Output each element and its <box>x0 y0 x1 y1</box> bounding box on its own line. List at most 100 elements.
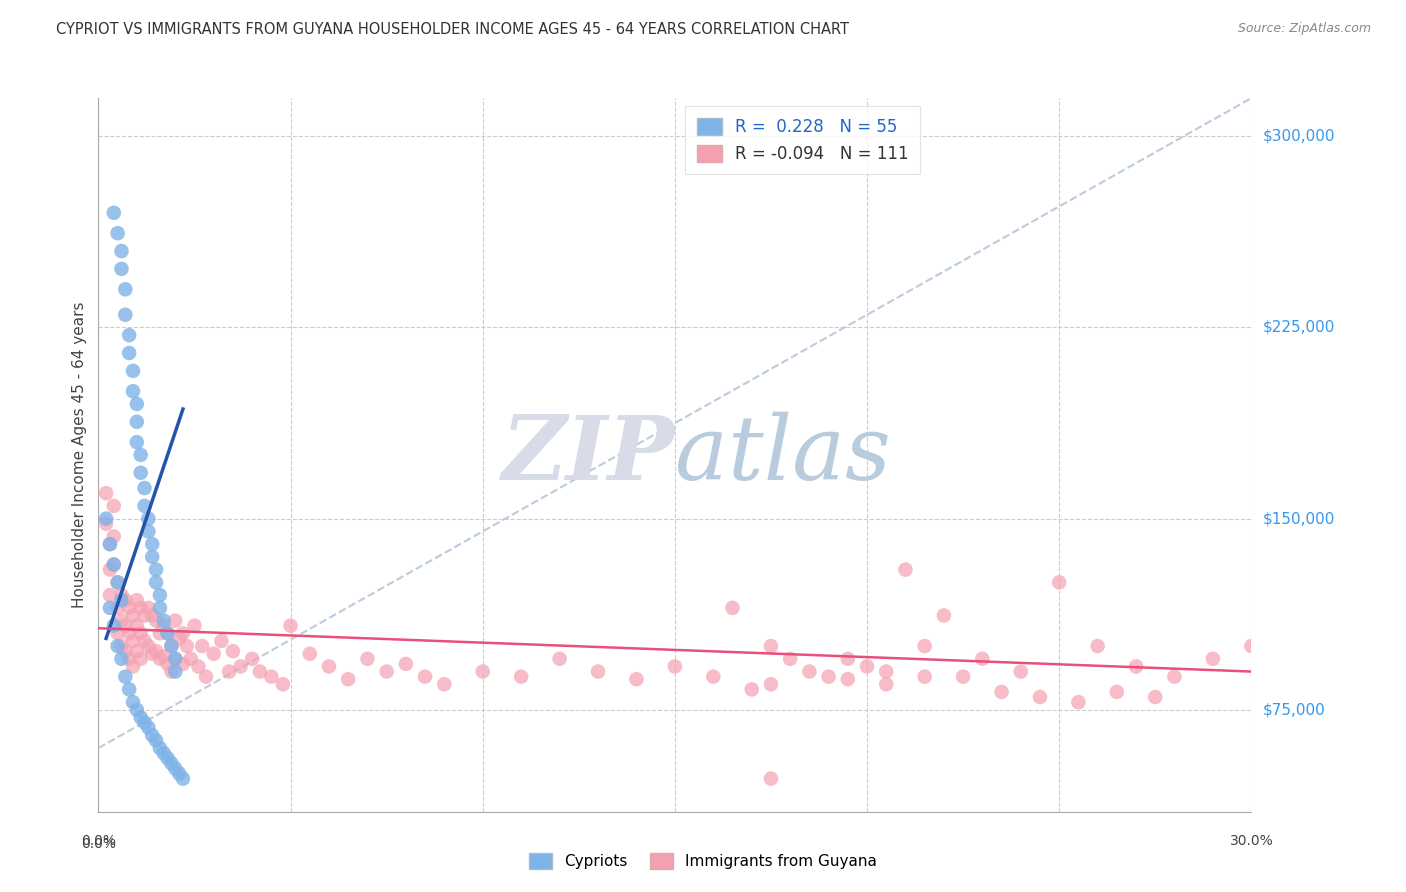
Point <box>98 537 121 551</box>
Point <box>145 733 167 747</box>
Point <box>172 772 194 786</box>
Point <box>218 665 240 679</box>
Point <box>107 226 129 240</box>
Point <box>894 563 917 577</box>
Point <box>149 600 172 615</box>
Point <box>134 608 156 623</box>
Point <box>280 618 302 632</box>
Text: $150,000: $150,000 <box>1263 511 1334 526</box>
Point <box>875 665 897 679</box>
Point <box>318 659 340 673</box>
Point <box>129 448 152 462</box>
Point <box>122 659 145 673</box>
Point <box>1087 639 1109 653</box>
Point <box>229 659 252 673</box>
Point <box>165 665 187 679</box>
Point <box>1067 695 1090 709</box>
Point <box>395 657 418 671</box>
Point <box>114 670 136 684</box>
Point <box>107 575 129 590</box>
Point <box>122 634 145 648</box>
Point <box>141 537 163 551</box>
Point <box>914 639 936 653</box>
Point <box>145 575 167 590</box>
Point <box>114 618 136 632</box>
Point <box>510 670 533 684</box>
Point <box>165 761 187 775</box>
Point <box>152 649 174 664</box>
Point <box>160 639 183 653</box>
Point <box>548 652 571 666</box>
Point <box>160 639 183 653</box>
Point <box>856 659 879 673</box>
Point <box>94 511 117 525</box>
Point <box>837 672 859 686</box>
Point <box>165 652 187 666</box>
Point <box>107 639 129 653</box>
Point <box>145 644 167 658</box>
Point <box>98 600 121 615</box>
Point <box>167 632 190 646</box>
Point <box>172 626 194 640</box>
Point <box>125 397 148 411</box>
Point <box>156 626 179 640</box>
Point <box>110 244 132 258</box>
Point <box>471 665 494 679</box>
Point <box>141 647 163 661</box>
Point <box>172 657 194 671</box>
Point <box>249 665 271 679</box>
Point <box>149 652 172 666</box>
Point <box>209 634 232 648</box>
Point <box>122 384 145 399</box>
Text: ZIP: ZIP <box>502 412 675 498</box>
Point <box>114 593 136 607</box>
Point <box>118 346 141 360</box>
Point <box>1125 659 1147 673</box>
Point <box>138 600 160 615</box>
Point <box>149 588 172 602</box>
Point <box>202 647 225 661</box>
Point <box>375 665 398 679</box>
Point <box>110 593 132 607</box>
Point <box>741 682 763 697</box>
Point <box>1144 690 1167 704</box>
Point <box>125 435 148 450</box>
Point <box>932 608 955 623</box>
Point <box>413 670 436 684</box>
Point <box>298 647 321 661</box>
Point <box>1029 690 1052 704</box>
Point <box>134 481 156 495</box>
Point <box>110 261 132 276</box>
Point <box>779 652 801 666</box>
Point <box>110 652 132 666</box>
Point <box>702 670 724 684</box>
Point <box>149 741 172 756</box>
Point <box>134 634 156 648</box>
Point <box>160 756 183 771</box>
Point <box>114 644 136 658</box>
Point <box>110 614 132 628</box>
Text: 0.0%: 0.0% <box>82 837 115 851</box>
Point <box>271 677 294 691</box>
Point <box>664 659 686 673</box>
Text: $225,000: $225,000 <box>1263 320 1334 335</box>
Text: CYPRIOT VS IMMIGRANTS FROM GUYANA HOUSEHOLDER INCOME AGES 45 - 64 YEARS CORRELAT: CYPRIOT VS IMMIGRANTS FROM GUYANA HOUSEH… <box>56 22 849 37</box>
Point <box>122 608 145 623</box>
Point <box>141 608 163 623</box>
Point <box>1047 575 1070 590</box>
Point <box>433 677 456 691</box>
Point <box>138 524 160 539</box>
Point <box>103 529 125 543</box>
Point <box>156 626 179 640</box>
Point <box>176 639 198 653</box>
Point <box>110 588 132 602</box>
Point <box>1202 652 1225 666</box>
Point <box>337 672 360 686</box>
Point <box>141 549 163 564</box>
Text: 30.0%: 30.0% <box>1229 834 1274 848</box>
Point <box>222 644 245 658</box>
Point <box>125 644 148 658</box>
Point <box>952 670 974 684</box>
Point <box>98 588 121 602</box>
Point <box>103 618 125 632</box>
